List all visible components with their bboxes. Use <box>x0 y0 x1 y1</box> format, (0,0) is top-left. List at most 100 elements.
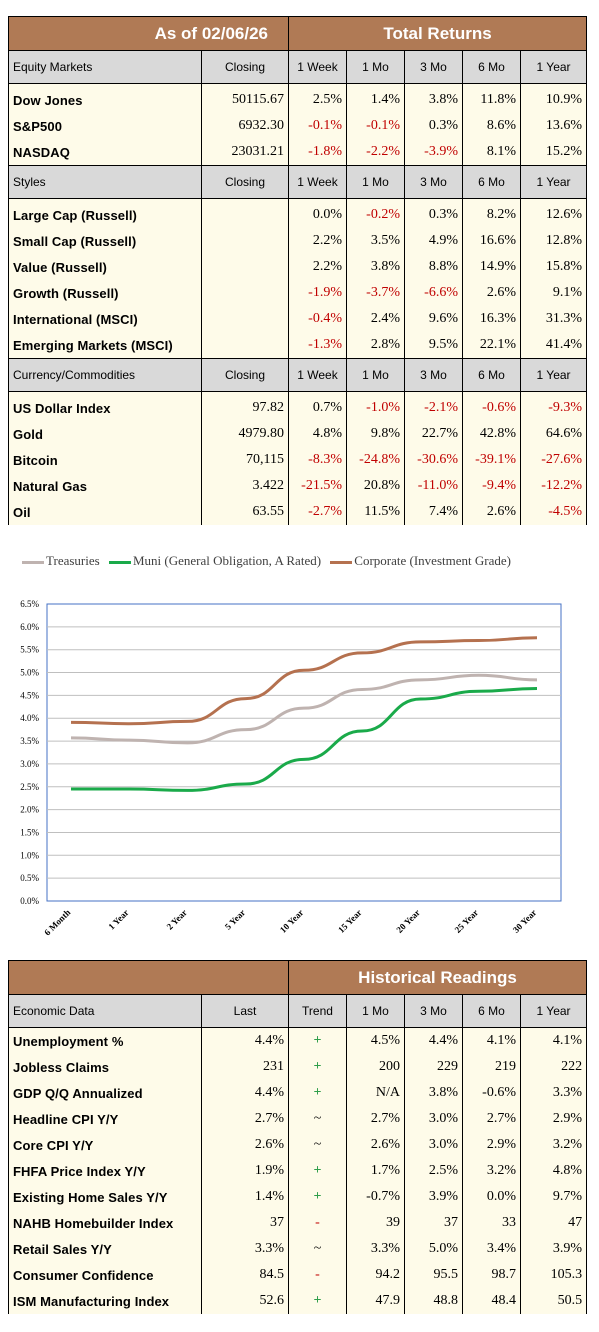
table-row: NAHB Homebuilder Index 37-39 37 33 47 <box>8 1210 588 1236</box>
historical-value: N/A <box>346 1080 405 1106</box>
historical-value: 2.7% <box>462 1106 521 1132</box>
historical-value: 39 <box>346 1210 405 1236</box>
row-name: Consumer Confidence <box>8 1262 202 1288</box>
y-tick-label: 4.5% <box>20 690 39 700</box>
closing-value: 6932.30 <box>201 113 289 139</box>
column-header: Trend <box>288 994 347 1028</box>
return-value: -8.3% <box>288 447 347 473</box>
corporate-line <box>70 636 538 726</box>
last-value: 4.4% <box>201 1027 289 1054</box>
column-header: 6 Mo <box>462 165 521 199</box>
return-value: -39.1% <box>462 447 521 473</box>
table-row: Natural Gas 3.422 -21.5% 20.8% -11.0% -9.4% -1… <box>8 473 588 499</box>
economic-table: Historical Readings Economic Data Last Tre… <box>8 960 588 1314</box>
x-tick-label: 5 Year <box>223 907 247 931</box>
section-title: Currency/Commodities <box>8 358 202 392</box>
row-name: Unemployment % <box>8 1027 202 1054</box>
historical-value: 50.5 <box>519 1288 588 1314</box>
row-name: Jobless Claims <box>8 1054 202 1080</box>
return-value: -0.6% <box>462 391 521 421</box>
section-title: Styles <box>8 165 202 199</box>
column-header: 1 Year <box>519 358 588 392</box>
closing-value: 63.55 <box>201 499 289 525</box>
historical-value: 9.7% <box>519 1184 588 1210</box>
column-header: 1 Year <box>519 50 588 84</box>
historical-value: 2.5% <box>404 1158 463 1184</box>
y-tick-label: 0.5% <box>20 873 39 883</box>
table-row: Unemployment % 4.4% +4.5% 4.4% 4.1% 4.1% <box>8 1027 588 1054</box>
trend-indicator: + <box>288 1288 347 1314</box>
historical-value: 3.4% <box>462 1236 521 1262</box>
closing-value: 97.82 <box>201 391 289 421</box>
y-tick-label: 1.0% <box>20 850 39 860</box>
return-value: 15.2% <box>519 139 588 166</box>
row-name: Core CPI Y/Y <box>8 1132 202 1158</box>
column-header: 1 Week <box>288 50 347 84</box>
return-value: 11.5% <box>346 499 405 525</box>
return-value: 2.8% <box>346 332 405 359</box>
trend-indicator: + <box>288 1080 347 1106</box>
return-value: 3.8% <box>346 254 405 280</box>
return-value: 42.8% <box>462 421 521 447</box>
return-value: -1.8% <box>288 139 347 166</box>
return-value: 2.5% <box>288 83 347 113</box>
y-tick-label: 3.0% <box>20 759 39 769</box>
last-value: 2.6% <box>201 1132 289 1158</box>
row-name: Emerging Markets (MSCI) <box>8 332 202 359</box>
column-header: 1 Mo <box>346 994 405 1028</box>
section-header-row: Styles Closing 1 Week 1 Mo 3 Mo 6 Mo 1 Year <box>8 165 588 199</box>
row-name: US Dollar Index <box>8 391 202 421</box>
return-value: 0.3% <box>404 198 463 228</box>
return-value: 9.5% <box>404 332 463 359</box>
return-value: -3.7% <box>346 280 405 306</box>
return-value: -6.6% <box>404 280 463 306</box>
return-value: -1.0% <box>346 391 405 421</box>
column-header: 3 Mo <box>404 358 463 392</box>
return-value: 0.3% <box>404 113 463 139</box>
column-header: 6 Mo <box>462 50 521 84</box>
return-value: 8.6% <box>462 113 521 139</box>
column-header: 1 Week <box>288 165 347 199</box>
table-row: Emerging Markets (MSCI) -1.3% 2.8% 9.5% 22.1… <box>8 332 588 359</box>
return-value: -0.2% <box>346 198 405 228</box>
legend-item-treasuries: Treasuries <box>22 553 100 568</box>
return-value: 2.2% <box>288 228 347 254</box>
historical-value: 95.5 <box>404 1262 463 1288</box>
return-value: -9.3% <box>519 391 588 421</box>
y-tick-label: 2.5% <box>20 782 39 792</box>
row-name: FHFA Price Index Y/Y <box>8 1158 202 1184</box>
historical-value: 47.9 <box>346 1288 405 1314</box>
table-row: Consumer Confidence 84.5-94.2 95.5 98.7 105.… <box>8 1262 588 1288</box>
closing-value: 3.422 <box>201 473 289 499</box>
last-value: 4.4% <box>201 1080 289 1106</box>
historical-title-row: Historical Readings <box>8 960 588 995</box>
historical-value: 4.5% <box>346 1027 405 1054</box>
table-row: NASDAQ 23031.21 -1.8% -2.2% -3.9% 8.1% 15.2% <box>8 139 588 166</box>
y-tick-label: 1.5% <box>20 827 39 837</box>
row-name: Dow Jones <box>8 83 202 113</box>
x-tick-label: 10 Year <box>278 907 306 935</box>
return-value: 8.2% <box>462 198 521 228</box>
row-name: GDP Q/Q Annualized <box>8 1080 202 1106</box>
last-value: 231 <box>201 1054 289 1080</box>
return-value: 22.7% <box>404 421 463 447</box>
column-header: Closing <box>201 165 289 199</box>
trend-indicator: ~ <box>288 1106 347 1132</box>
closing-value: 4979.80 <box>201 421 289 447</box>
row-name: Natural Gas <box>8 473 202 499</box>
closing-value <box>201 332 289 359</box>
return-value: 15.8% <box>519 254 588 280</box>
y-tick-label: 6.0% <box>20 622 39 632</box>
table-row: Small Cap (Russell) 2.2% 3.5% 4.9% 16.6% 12.8… <box>8 228 588 254</box>
historical-value: 222 <box>519 1054 588 1080</box>
column-header: 1 Mo <box>346 358 405 392</box>
closing-value <box>201 306 289 332</box>
return-value: 0.7% <box>288 391 347 421</box>
return-value: 4.9% <box>404 228 463 254</box>
y-tick-label: 0.0% <box>20 896 39 906</box>
return-value: 22.1% <box>462 332 521 359</box>
x-tick-label: 20 Year <box>394 907 422 935</box>
column-header: Closing <box>201 50 289 84</box>
returns-title-row: As of 02/06/26 Total Returns <box>8 16 588 51</box>
table-row: Bitcoin 70,115 -8.3% -24.8% -30.6% -39.1% -27.… <box>8 447 588 473</box>
